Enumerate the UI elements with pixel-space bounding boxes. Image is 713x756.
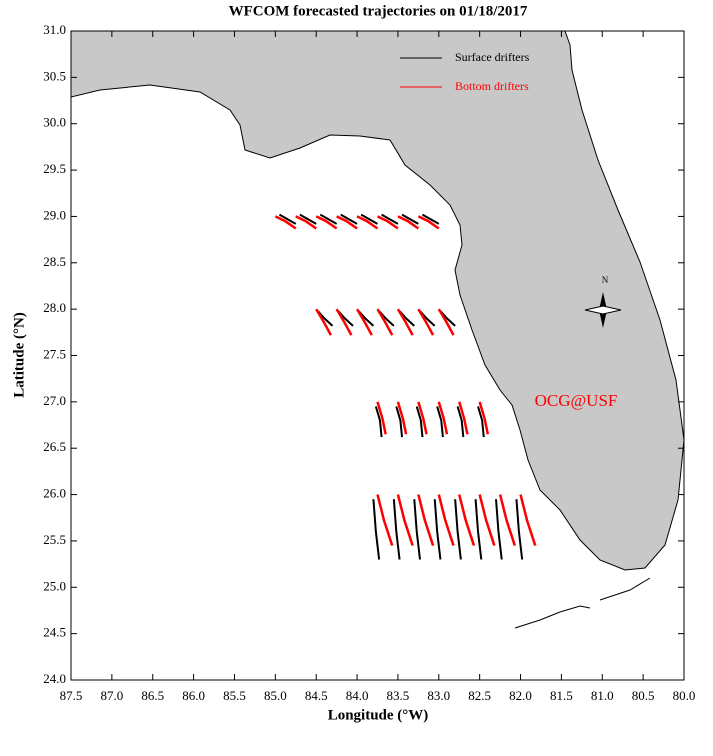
x-tick-label: 84.5 bbox=[305, 688, 328, 703]
trajectory bbox=[315, 308, 333, 336]
y-tick-label: 24.0 bbox=[43, 671, 66, 686]
y-tick-label: 24.5 bbox=[43, 625, 66, 640]
y-tick-label: 27.5 bbox=[43, 346, 66, 361]
trajectory bbox=[413, 499, 421, 560]
annotation: OCG@USF bbox=[535, 391, 618, 410]
trajectory bbox=[421, 213, 440, 225]
trajectory bbox=[340, 213, 358, 225]
x-tick-label: 86.0 bbox=[182, 688, 205, 703]
x-tick-label: 87.5 bbox=[60, 688, 83, 703]
x-tick-label: 84.0 bbox=[346, 688, 369, 703]
x-tick-label: 80.0 bbox=[673, 688, 696, 703]
y-tick-label: 25.5 bbox=[43, 532, 66, 547]
x-tick-label: 87.0 bbox=[100, 688, 123, 703]
y-tick-label: 29.5 bbox=[43, 161, 66, 176]
y-tick-label: 29.0 bbox=[43, 207, 66, 222]
trajectory bbox=[319, 213, 338, 225]
trajectory bbox=[356, 215, 379, 230]
trajectory bbox=[278, 213, 297, 225]
trajectory bbox=[515, 499, 524, 560]
legend-label: Bottom drifters bbox=[455, 79, 529, 93]
trajectory bbox=[458, 401, 469, 435]
trajectory bbox=[474, 499, 483, 560]
x-tick-label: 85.5 bbox=[223, 688, 246, 703]
trajectory bbox=[417, 401, 428, 435]
trajectory bbox=[458, 494, 476, 546]
trajectory bbox=[376, 215, 399, 230]
trajectory bbox=[397, 215, 420, 230]
trajectory bbox=[454, 499, 462, 560]
x-tick-label: 82.5 bbox=[468, 688, 491, 703]
y-tick-label: 28.5 bbox=[43, 254, 66, 269]
compass-bar bbox=[584, 305, 622, 315]
trajectory bbox=[376, 494, 394, 546]
x-tick-label: 82.0 bbox=[509, 688, 532, 703]
x-tick-label: 80.5 bbox=[632, 688, 655, 703]
trajectory bbox=[376, 401, 387, 435]
trajectory bbox=[355, 308, 373, 336]
x-tick-label: 83.5 bbox=[387, 688, 410, 703]
trajectory bbox=[335, 308, 353, 336]
trajectory bbox=[315, 215, 338, 230]
florida-keys bbox=[514, 577, 651, 629]
trajectory bbox=[360, 213, 378, 225]
trajectory bbox=[295, 215, 317, 230]
trajectory bbox=[519, 494, 537, 546]
trajectory bbox=[336, 215, 358, 230]
legend-label: Surface drifters bbox=[455, 50, 530, 64]
trajectory bbox=[381, 213, 399, 225]
trajectory bbox=[401, 213, 419, 225]
y-tick-label: 25.0 bbox=[43, 578, 66, 593]
trajectory bbox=[456, 406, 465, 438]
trajectory bbox=[392, 499, 401, 560]
trajectory bbox=[478, 494, 496, 546]
x-tick-label: 85.0 bbox=[264, 688, 287, 703]
y-tick-label: 26.5 bbox=[43, 439, 66, 454]
y-tick-label: 28.0 bbox=[43, 300, 66, 315]
trajectory bbox=[395, 406, 404, 438]
y-axis-label: Latitude (°N) bbox=[11, 312, 27, 398]
compass: N bbox=[584, 275, 622, 328]
trajectory bbox=[437, 308, 455, 336]
trajectory bbox=[498, 494, 517, 546]
trajectory bbox=[396, 494, 414, 546]
trajectory bbox=[376, 308, 394, 336]
y-tick-label: 31.0 bbox=[43, 22, 66, 37]
chart-title: WFCOM forecasted trajectories on 01/18/2… bbox=[229, 3, 528, 19]
florida-land bbox=[71, 31, 684, 571]
y-tick-label: 30.5 bbox=[43, 68, 66, 83]
land-layer bbox=[71, 31, 684, 629]
trajectory bbox=[396, 401, 408, 435]
compass-label: N bbox=[602, 275, 609, 285]
trajectory bbox=[437, 401, 449, 435]
trajectory bbox=[396, 308, 414, 336]
trajectory bbox=[415, 406, 424, 438]
trajectory bbox=[495, 499, 503, 560]
trajectory bbox=[436, 406, 444, 438]
trajectory bbox=[478, 401, 490, 435]
x-tick-label: 86.5 bbox=[141, 688, 164, 703]
x-tick-label: 81.0 bbox=[591, 688, 614, 703]
x-tick-label: 83.0 bbox=[427, 688, 450, 703]
trajectory bbox=[417, 215, 440, 230]
trajectory bbox=[372, 499, 381, 560]
trajectory bbox=[433, 499, 442, 560]
y-tick-label: 30.0 bbox=[43, 115, 66, 130]
trajectory bbox=[274, 215, 297, 230]
trajectory bbox=[417, 494, 435, 546]
y-tick-label: 27.0 bbox=[43, 393, 66, 408]
x-axis-label: Longitude (°W) bbox=[328, 707, 429, 723]
trajectory bbox=[477, 406, 485, 438]
trajectory bbox=[299, 213, 317, 225]
trajectory bbox=[374, 406, 383, 438]
x-tick-label: 81.5 bbox=[550, 688, 573, 703]
trajectory bbox=[417, 308, 435, 336]
y-tick-label: 26.0 bbox=[43, 486, 66, 501]
trajectory bbox=[437, 494, 455, 546]
